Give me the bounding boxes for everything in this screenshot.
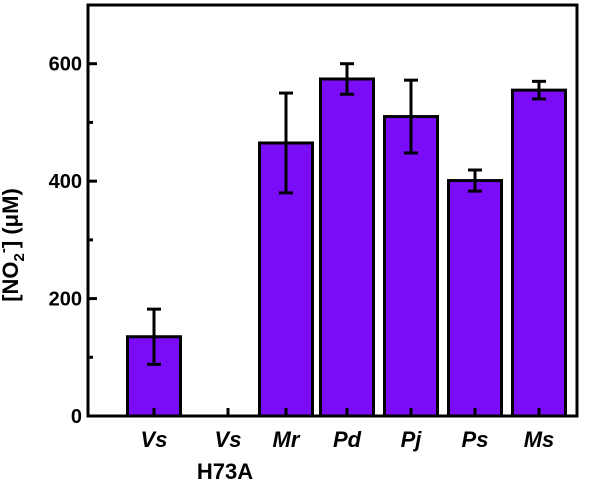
x-category-label: Ps: [462, 427, 489, 452]
y-tick-label: 0: [71, 406, 82, 428]
plot-frame: [86, 3, 579, 418]
bar: [511, 88, 567, 418]
error-bars-layer: [147, 62, 546, 366]
bar: [383, 115, 439, 418]
y-tick-label: 400: [49, 171, 82, 193]
x-category-label: Vs: [141, 427, 168, 452]
x-category-label: Pj: [401, 427, 423, 452]
y-tick-label: 200: [49, 289, 82, 311]
y-axis-label-superscript: -: [0, 248, 12, 253]
x-category-sublabel: H73A: [197, 459, 253, 484]
y-axis-label-suffix: ] (μM): [0, 188, 23, 248]
y-axis-label-subscript: 2: [11, 253, 28, 261]
bars-layer: [126, 77, 567, 418]
x-category-label: Mr: [273, 427, 301, 452]
y-axis-label-prefix: [NO: [0, 261, 23, 301]
y-axis-label: [NO2-] (μM): [0, 188, 28, 302]
y-tick-label: 600: [49, 54, 82, 76]
x-axis: Vs Vs H73A Mr Pd Pj Ps Ms: [141, 408, 555, 484]
bar: [319, 77, 375, 418]
x-category-label: Vs: [215, 427, 242, 452]
y-axis: 0 200 400 600: [49, 54, 97, 428]
x-category-label: Ms: [524, 427, 555, 452]
bar: [447, 179, 503, 418]
x-category-label: Pd: [333, 427, 362, 452]
